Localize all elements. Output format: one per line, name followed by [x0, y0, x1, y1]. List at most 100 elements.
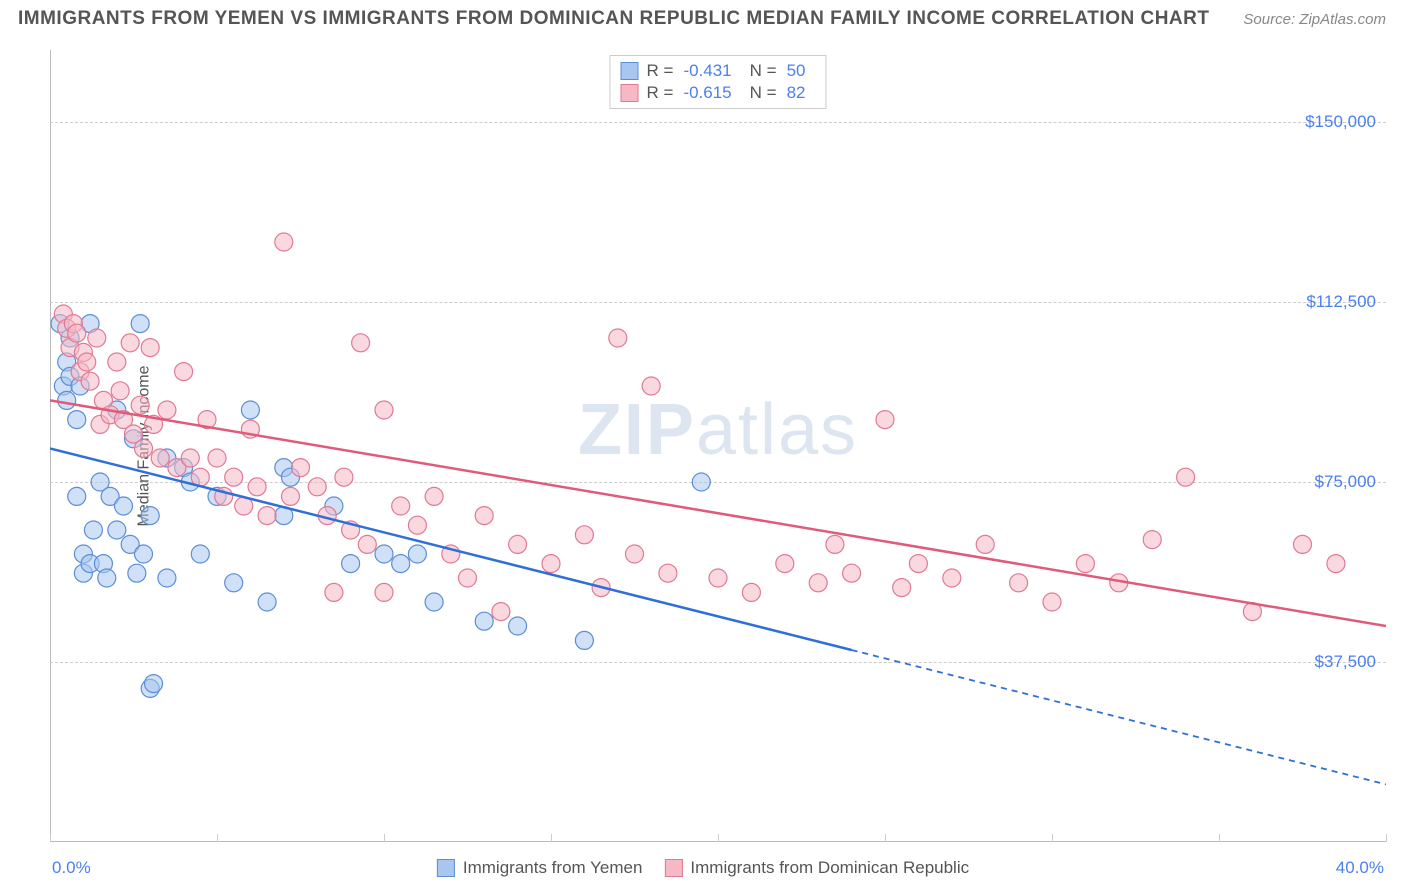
chart-header: IMMIGRANTS FROM YEMEN VS IMMIGRANTS FROM… — [0, 0, 1406, 34]
n-value: 82 — [787, 83, 806, 103]
scatter-point — [292, 459, 310, 477]
scatter-point — [626, 545, 644, 563]
scatter-point — [1010, 574, 1028, 592]
scatter-point — [175, 363, 193, 381]
correlation-row-dominican: R = -0.615 N = 82 — [621, 82, 816, 104]
scatter-point — [308, 478, 326, 496]
scatter-point — [943, 569, 961, 587]
x-max-label: 40.0% — [1336, 858, 1384, 878]
scatter-point — [208, 449, 226, 467]
scatter-point — [408, 516, 426, 534]
scatter-point — [976, 535, 994, 553]
scatter-point — [158, 401, 176, 419]
scatter-point — [335, 468, 353, 486]
source-attribution: Source: ZipAtlas.com — [1243, 11, 1386, 28]
r-label: R = — [647, 61, 674, 81]
scatter-point — [258, 507, 276, 525]
scatter-point — [131, 396, 149, 414]
swatch-yemen-icon — [621, 62, 639, 80]
series-legend: Immigrants from Yemen Immigrants from Do… — [437, 858, 969, 878]
scatter-point — [425, 593, 443, 611]
scatter-point — [1294, 535, 1312, 553]
scatter-point — [141, 507, 159, 525]
trend-line — [50, 448, 852, 650]
scatter-point — [98, 569, 116, 587]
n-value: 50 — [787, 61, 806, 81]
swatch-dominican-icon — [664, 859, 682, 877]
scatter-point — [826, 535, 844, 553]
scatter-point — [128, 564, 146, 582]
scatter-point — [225, 574, 243, 592]
scatter-point — [108, 353, 126, 371]
scatter-point — [181, 449, 199, 467]
scatter-point — [68, 487, 86, 505]
scatter-point — [709, 569, 727, 587]
legend-item-dominican: Immigrants from Dominican Republic — [664, 858, 969, 878]
scatter-point — [145, 675, 163, 693]
source-prefix: Source: — [1243, 11, 1299, 28]
scatter-point — [776, 555, 794, 573]
scatter-point — [876, 411, 894, 429]
scatter-point — [509, 617, 527, 635]
scatter-point — [111, 382, 129, 400]
scatter-point — [352, 334, 370, 352]
scatter-point — [358, 535, 376, 553]
scatter-point — [392, 497, 410, 515]
trend-line-extrapolated — [852, 650, 1386, 784]
scatter-point — [131, 315, 149, 333]
plot-region: ZIPatlas R = -0.431 N = 50 R = -0.615 N … — [50, 50, 1386, 842]
scatter-point — [108, 521, 126, 539]
scatter-point — [375, 583, 393, 601]
scatter-point — [58, 391, 76, 409]
scatter-point — [642, 377, 660, 395]
scatter-point — [141, 339, 159, 357]
x-min-label: 0.0% — [52, 858, 91, 878]
scatter-point — [408, 545, 426, 563]
scatter-point — [542, 555, 560, 573]
scatter-point — [392, 555, 410, 573]
scatter-point — [1143, 531, 1161, 549]
scatter-point — [575, 526, 593, 544]
scatter-point — [1177, 468, 1195, 486]
scatter-point — [114, 497, 132, 515]
scatter-point — [88, 329, 106, 347]
legend-label: Immigrants from Dominican Republic — [690, 858, 969, 878]
scatter-point — [475, 612, 493, 630]
scatter-point — [1043, 593, 1061, 611]
legend-item-yemen: Immigrants from Yemen — [437, 858, 643, 878]
scatter-point — [609, 329, 627, 347]
r-value: -0.431 — [683, 61, 731, 81]
scatter-point — [375, 545, 393, 563]
scatter-point — [84, 521, 102, 539]
scatter-point — [475, 507, 493, 525]
chart-area: Median Family Income ZIPatlas R = -0.431… — [50, 50, 1386, 842]
scatter-point — [151, 449, 169, 467]
swatch-dominican-icon — [621, 84, 639, 102]
swatch-yemen-icon — [437, 859, 455, 877]
correlation-row-yemen: R = -0.431 N = 50 — [621, 60, 816, 82]
scatter-point — [492, 603, 510, 621]
scatter-point — [248, 478, 266, 496]
scatter-point — [375, 401, 393, 419]
scatter-point — [258, 593, 276, 611]
scatter-point — [425, 487, 443, 505]
scatter-point — [575, 631, 593, 649]
scatter-point — [843, 564, 861, 582]
scatter-point — [893, 579, 911, 597]
scatter-point — [121, 334, 139, 352]
n-label: N = — [750, 61, 777, 81]
scatter-point — [68, 411, 86, 429]
scatter-point — [342, 555, 360, 573]
scatter-point — [459, 569, 477, 587]
scatter-point — [692, 473, 710, 491]
scatter-point — [659, 564, 677, 582]
trend-line — [50, 400, 1386, 626]
n-label: N = — [750, 83, 777, 103]
scatter-point — [325, 583, 343, 601]
scatter-point — [68, 324, 86, 342]
scatter-point — [78, 353, 96, 371]
scatter-point — [275, 233, 293, 251]
scatter-point — [158, 569, 176, 587]
scatter-point — [81, 372, 99, 390]
scatter-point — [1076, 555, 1094, 573]
